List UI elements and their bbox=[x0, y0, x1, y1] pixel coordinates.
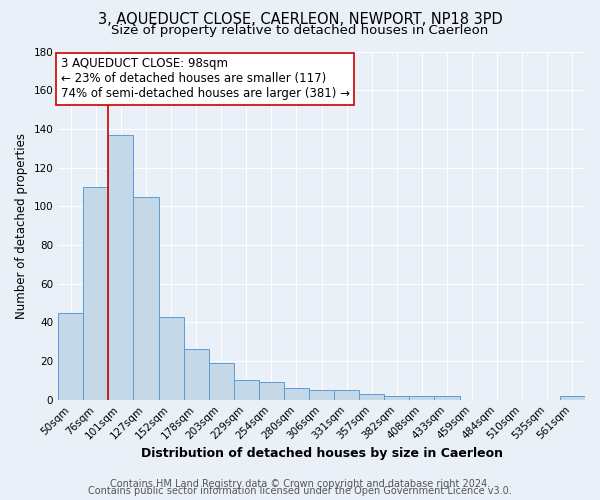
Text: 3, AQUEDUCT CLOSE, CAERLEON, NEWPORT, NP18 3PD: 3, AQUEDUCT CLOSE, CAERLEON, NEWPORT, NP… bbox=[98, 12, 502, 28]
Y-axis label: Number of detached properties: Number of detached properties bbox=[15, 132, 28, 318]
Text: Contains HM Land Registry data © Crown copyright and database right 2024.: Contains HM Land Registry data © Crown c… bbox=[110, 479, 490, 489]
Bar bbox=[334, 390, 359, 400]
Bar bbox=[234, 380, 259, 400]
Bar bbox=[58, 312, 83, 400]
Text: Size of property relative to detached houses in Caerleon: Size of property relative to detached ho… bbox=[112, 24, 488, 37]
X-axis label: Distribution of detached houses by size in Caerleon: Distribution of detached houses by size … bbox=[140, 447, 503, 460]
Bar bbox=[284, 388, 309, 400]
Bar bbox=[409, 396, 434, 400]
Bar bbox=[158, 316, 184, 400]
Text: 3 AQUEDUCT CLOSE: 98sqm
← 23% of detached houses are smaller (117)
74% of semi-d: 3 AQUEDUCT CLOSE: 98sqm ← 23% of detache… bbox=[61, 58, 350, 100]
Bar bbox=[209, 363, 234, 400]
Text: Contains public sector information licensed under the Open Government Licence v3: Contains public sector information licen… bbox=[88, 486, 512, 496]
Bar bbox=[434, 396, 460, 400]
Bar bbox=[560, 396, 585, 400]
Bar bbox=[109, 134, 133, 400]
Bar bbox=[359, 394, 385, 400]
Bar bbox=[309, 390, 334, 400]
Bar bbox=[385, 396, 409, 400]
Bar bbox=[184, 350, 209, 400]
Bar bbox=[83, 187, 109, 400]
Bar bbox=[259, 382, 284, 400]
Bar bbox=[133, 196, 158, 400]
